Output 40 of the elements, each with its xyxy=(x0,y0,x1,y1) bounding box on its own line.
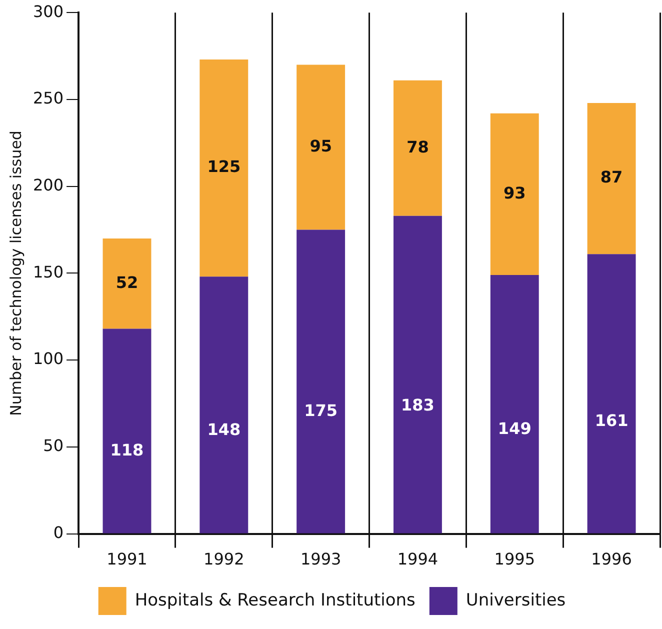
y-tick-label: 300 xyxy=(32,2,64,21)
y-axis-title: Number of technology licenses issued xyxy=(6,130,25,416)
x-tick-label: 1991 xyxy=(106,550,148,569)
data-label: 148 xyxy=(207,420,241,439)
bar xyxy=(490,274,539,534)
legend-label: Universities xyxy=(466,590,566,610)
bar xyxy=(200,276,248,534)
bar xyxy=(490,113,539,275)
bar xyxy=(587,102,636,254)
bar xyxy=(102,238,152,329)
x-tick-label: 1995 xyxy=(494,550,535,569)
data-label: 161 xyxy=(594,410,628,430)
bar xyxy=(393,216,442,534)
y-tick-label: 150 xyxy=(32,262,64,282)
bar xyxy=(200,60,248,277)
bar xyxy=(393,80,442,216)
bar xyxy=(296,230,346,534)
y-tick-label: 100 xyxy=(32,349,64,368)
data-label: 118 xyxy=(110,440,144,460)
bar xyxy=(296,64,346,230)
data-label: 149 xyxy=(498,419,532,438)
bar xyxy=(102,328,152,534)
x-tick-label: 1996 xyxy=(591,550,632,569)
x-tick-label: 1994 xyxy=(397,550,438,569)
data-label: 52 xyxy=(116,272,138,292)
y-tick-label: 0 xyxy=(53,522,64,542)
data-label: 93 xyxy=(504,183,526,202)
legend-label: Hospitals & Research Institutions xyxy=(134,590,416,610)
data-label: 95 xyxy=(310,136,332,156)
data-label: 78 xyxy=(406,137,429,156)
x-tick-label: 1993 xyxy=(300,550,342,569)
y-tick-label: 200 xyxy=(32,175,64,194)
data-label: 175 xyxy=(304,401,338,420)
data-label: 87 xyxy=(600,168,623,187)
y-tick-label: 50 xyxy=(43,436,64,456)
data-label: 125 xyxy=(207,157,241,176)
y-tick-label: 250 xyxy=(32,88,64,108)
x-tick-label: 1992 xyxy=(204,550,244,569)
data-label: 183 xyxy=(401,395,434,414)
bar xyxy=(587,254,636,534)
